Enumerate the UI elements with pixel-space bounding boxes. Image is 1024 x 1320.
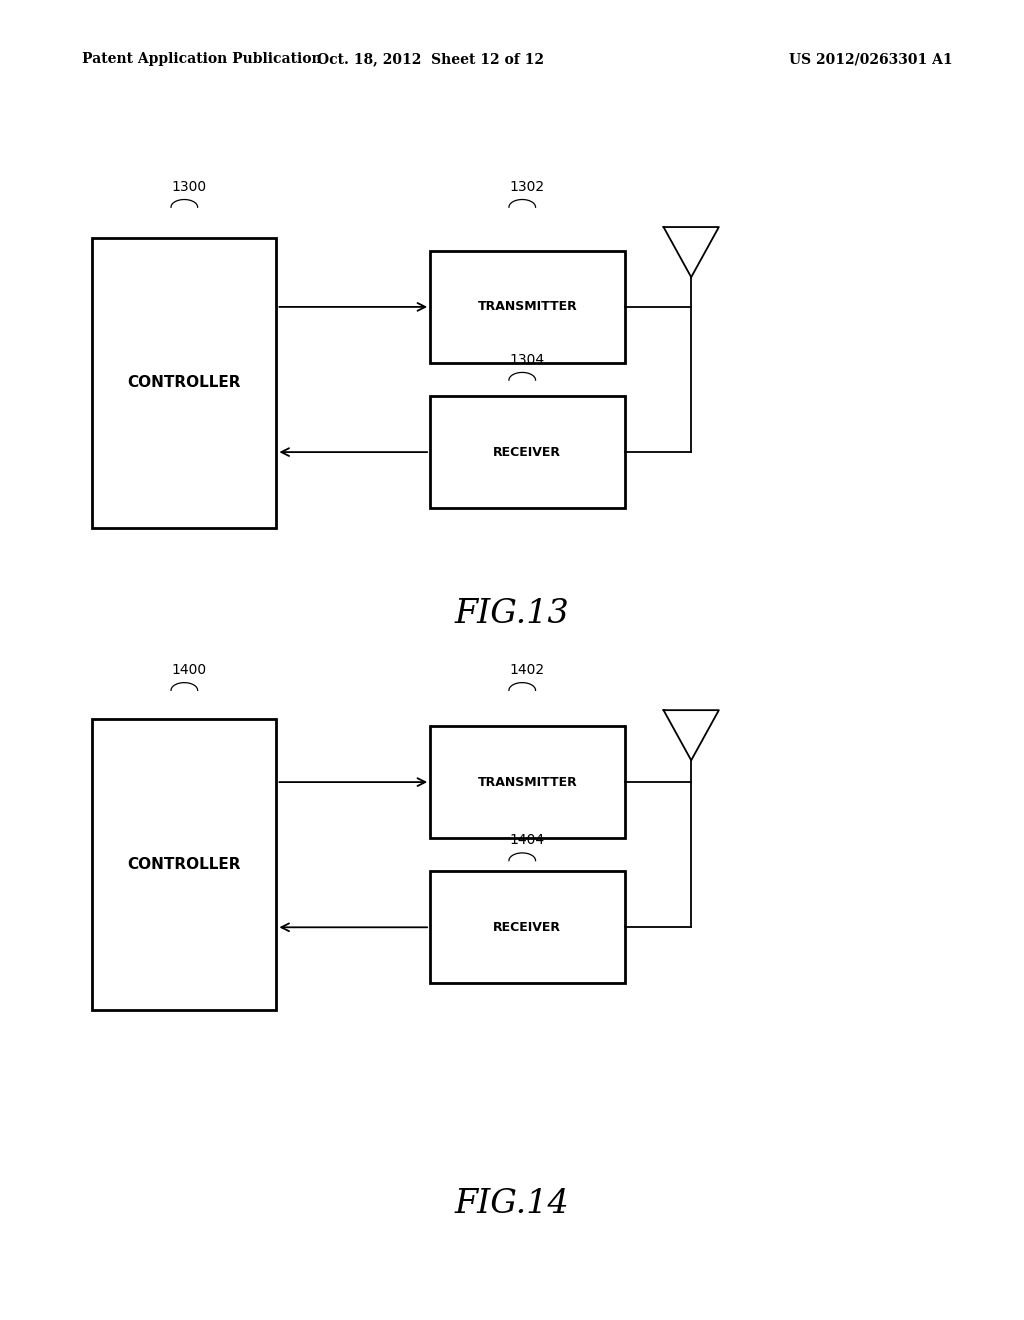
Text: TRANSMITTER: TRANSMITTER bbox=[477, 301, 578, 313]
Text: RECEIVER: RECEIVER bbox=[494, 921, 561, 933]
Text: 1300: 1300 bbox=[172, 180, 207, 194]
Text: Oct. 18, 2012  Sheet 12 of 12: Oct. 18, 2012 Sheet 12 of 12 bbox=[316, 53, 544, 66]
Text: CONTROLLER: CONTROLLER bbox=[128, 375, 241, 391]
FancyBboxPatch shape bbox=[92, 238, 276, 528]
Text: US 2012/0263301 A1: US 2012/0263301 A1 bbox=[788, 53, 952, 66]
Text: FIG.14: FIG.14 bbox=[455, 1188, 569, 1220]
Text: Patent Application Publication: Patent Application Publication bbox=[82, 53, 322, 66]
FancyBboxPatch shape bbox=[430, 396, 625, 508]
FancyBboxPatch shape bbox=[430, 871, 625, 983]
FancyBboxPatch shape bbox=[92, 719, 276, 1010]
Text: 1400: 1400 bbox=[172, 663, 207, 677]
Text: RECEIVER: RECEIVER bbox=[494, 446, 561, 458]
Text: CONTROLLER: CONTROLLER bbox=[128, 857, 241, 873]
Text: 1402: 1402 bbox=[510, 663, 545, 677]
FancyBboxPatch shape bbox=[430, 726, 625, 838]
FancyBboxPatch shape bbox=[430, 251, 625, 363]
Text: FIG.13: FIG.13 bbox=[455, 598, 569, 630]
Text: 1404: 1404 bbox=[510, 833, 545, 847]
Text: 1302: 1302 bbox=[510, 180, 545, 194]
Text: TRANSMITTER: TRANSMITTER bbox=[477, 776, 578, 788]
Text: 1304: 1304 bbox=[510, 352, 545, 367]
